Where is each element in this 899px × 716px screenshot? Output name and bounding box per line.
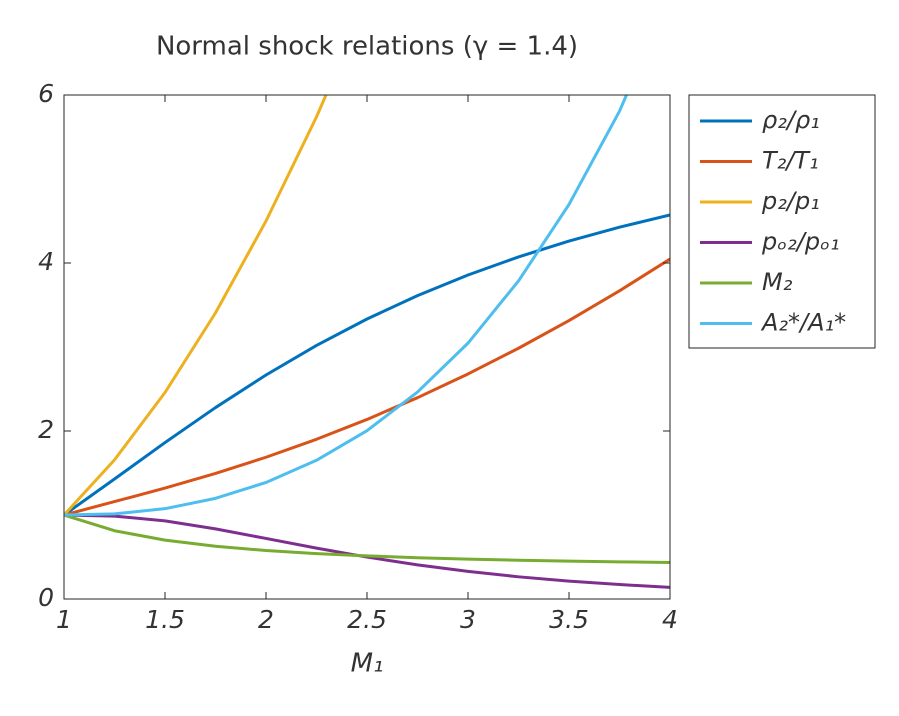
x-tick-label: 4 bbox=[662, 605, 678, 634]
x-tick-label: 1.5 bbox=[145, 605, 185, 634]
y-tick-label: 6 bbox=[38, 79, 54, 108]
y-tick-label: 2 bbox=[38, 415, 54, 444]
y-tick-label: 4 bbox=[38, 247, 54, 276]
x-tick-label: 1 bbox=[56, 605, 72, 634]
data-line bbox=[64, 213, 670, 517]
y-tick-label: 0 bbox=[38, 583, 54, 612]
legend-label: pₒ₂/pₒ₁ bbox=[761, 228, 840, 256]
data-line bbox=[64, 95, 328, 517]
data-line bbox=[64, 513, 670, 564]
chart-title: Normal shock relations (γ = 1.4) bbox=[156, 32, 578, 62]
x-axis-label: M₁ bbox=[351, 649, 384, 679]
legend-label: p₂/p₁ bbox=[761, 187, 820, 215]
x-tick-label: 3.5 bbox=[549, 605, 589, 634]
legend-label: ρ₂/ρ₁ bbox=[762, 106, 820, 134]
x-tick-label: 3 bbox=[460, 605, 476, 634]
legend-label: T₂/T₁ bbox=[762, 147, 819, 175]
legend-label: M₂ bbox=[762, 268, 793, 296]
data-line bbox=[64, 257, 670, 517]
legend-box bbox=[688, 94, 876, 349]
x-tick-label: 2 bbox=[258, 605, 274, 634]
plot-lines bbox=[64, 95, 670, 589]
data-line bbox=[64, 95, 629, 517]
x-tick-label: 2.5 bbox=[347, 605, 387, 634]
legend-label: A₂*/A₁* bbox=[760, 309, 846, 337]
